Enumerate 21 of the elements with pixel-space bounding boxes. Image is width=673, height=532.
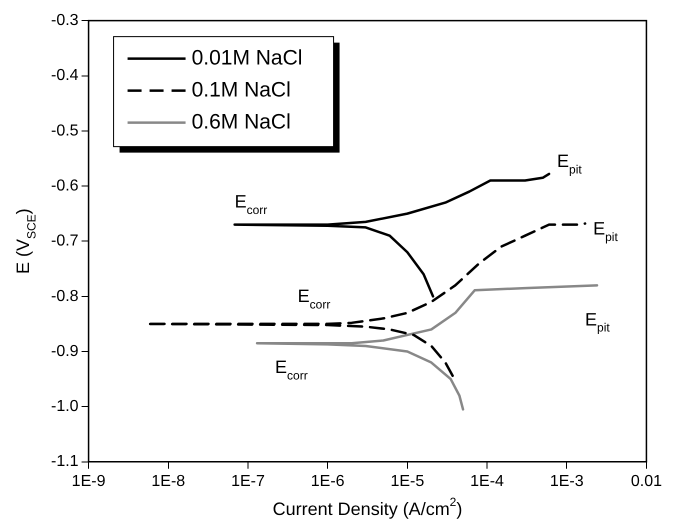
y-tick-label: -1.1 bbox=[50, 453, 79, 470]
y-tick-label: -0.8 bbox=[50, 288, 79, 305]
x-tick-label: 1E-5 bbox=[390, 472, 424, 490]
x-tick-label: 1E-8 bbox=[151, 472, 186, 490]
legend-label: 0.01M NaCl bbox=[192, 46, 302, 70]
y-tick-label: -0.9 bbox=[50, 342, 79, 360]
x-tick-label: 0.01 bbox=[630, 472, 662, 490]
y-tick-label: -0.6 bbox=[50, 177, 79, 194]
y-tick-label: -0.7 bbox=[50, 232, 79, 250]
x-tick-label: 1E-7 bbox=[231, 472, 265, 490]
y-axis-title: E (VSCE) bbox=[12, 208, 38, 274]
x-tick-label: 1E-3 bbox=[550, 472, 584, 490]
y-tick-label: -0.3 bbox=[50, 12, 79, 30]
legend-label: 0.1M NaCl bbox=[192, 78, 291, 102]
x-tick-label: 1E-6 bbox=[310, 472, 345, 490]
y-tick-label: -1.0 bbox=[50, 398, 79, 416]
x-tick-label: 1E-4 bbox=[470, 472, 504, 490]
y-tick-label: -0.5 bbox=[50, 122, 79, 140]
x-tick-label: 1E-9 bbox=[72, 472, 106, 490]
legend-label: 0.6M NaCl bbox=[192, 110, 291, 134]
y-tick-label: -0.4 bbox=[50, 67, 79, 84]
